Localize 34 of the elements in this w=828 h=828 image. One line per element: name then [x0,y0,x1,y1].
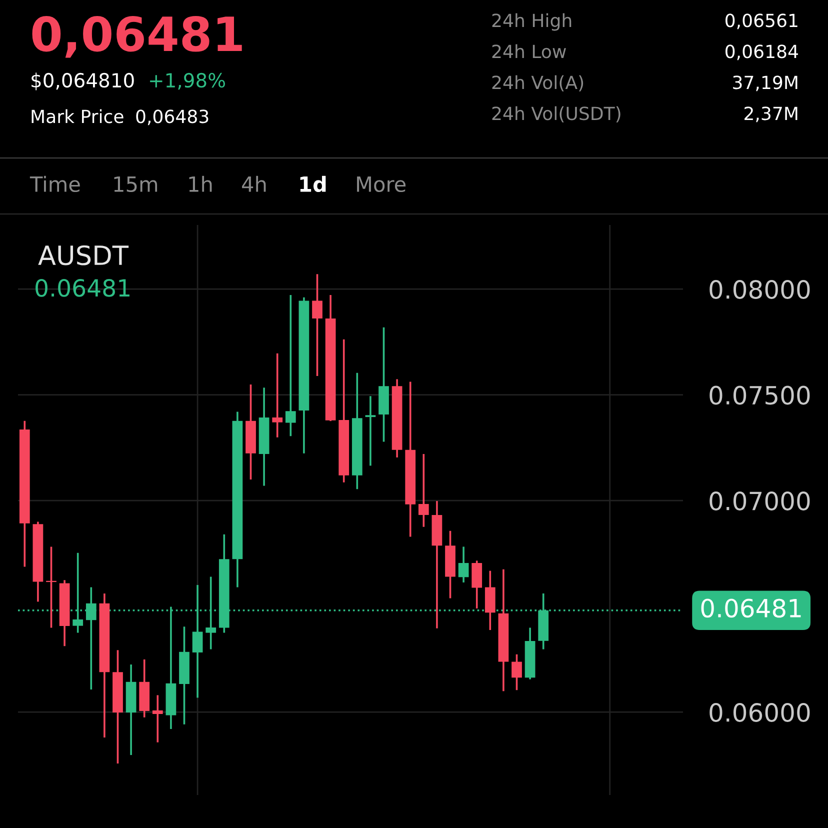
candlestick [272,352,283,438]
y-tick-label: 0.08000 [710,280,810,299]
ref-line-label: 0.06481 [701,598,801,618]
text: 24h High [492,13,572,31]
text: $0,064810 [32,72,134,90]
annotation: 0.06481 [36,278,130,297]
text: 1d [300,176,326,192]
text: Time [30,176,80,192]
candlestick [285,294,296,437]
text: 37,19M [733,76,798,92]
text: +1,98% [150,72,225,90]
text: 0,06184 [726,44,798,60]
y-tick-label: 0.07500 [710,386,810,405]
candlestick [512,653,522,691]
text: Mark Price [32,109,124,124]
y-tick-label: 0.06000 [710,703,810,722]
text: 4h [242,176,266,192]
text: 24h Vol(USDT) [492,106,620,122]
text: 0,06561 [726,14,798,30]
text: AUSDT [38,245,129,266]
text: More [357,176,406,192]
text: 0,06481 [32,16,242,58]
y-tick-label: 0.07000 [710,492,810,510]
candlestick [418,453,429,528]
text: 0,06483 [136,110,208,126]
text: 1h [189,176,212,192]
candlestick [152,694,163,744]
text: 15m [114,176,158,192]
text: 24h Low [492,44,566,58]
text: 2,37M [744,106,798,122]
text: 24h Vol(A) [492,75,584,92]
candlestick [458,546,469,584]
candlestick [365,395,376,467]
candlestick [312,273,322,377]
